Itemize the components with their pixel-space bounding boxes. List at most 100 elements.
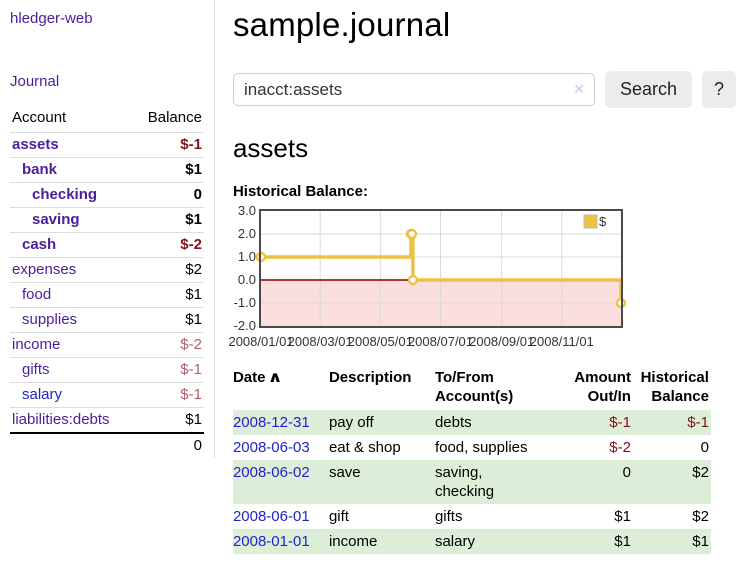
register-date-cell: 2008-01-01 (233, 529, 329, 554)
chart-ytick-label: -1.0 (234, 295, 256, 310)
register-table-body: 2008-12-31 pay off debts $-1 $-1 2008-06-03 ea… (232, 410, 711, 554)
sort-ascending-icon: ∧ (267, 369, 284, 386)
chart-ytick-label: 2.0 (238, 226, 256, 241)
chart-data-point (407, 274, 419, 286)
register-row: 2008-06-02 save saving, checking 0 $2 (232, 460, 711, 504)
account-link-bank[interactable]: bank (22, 161, 58, 178)
register-header-description: Description (328, 369, 412, 386)
search-input[interactable] (232, 73, 595, 106)
register-accounts-cell: food, supplies (434, 439, 528, 456)
register-balance-cell: $2 (692, 508, 709, 525)
account-balance: $-2 (132, 332, 204, 358)
register-balance-cell: 0 (700, 439, 709, 456)
transaction-date-link[interactable]: 2008-06-03 (232, 439, 310, 456)
account-row: expenses $2 (10, 257, 204, 283)
account-balance: $1 (132, 307, 204, 333)
register-description-cell: gift (328, 508, 349, 525)
account-name-cell: checking (10, 182, 133, 208)
account-balance: $2 (132, 257, 204, 283)
accounts-total-spacer (10, 432, 133, 458)
accounts-header-row: Account Balance (10, 106, 204, 133)
register-amount-cell: $-1 (609, 414, 631, 431)
historical-balance-chart: $3.0 2.0 1.0 0.0 -1.0 -2.02008/01/012008/03/0… (228, 203, 627, 349)
chart-xtick-label: 2008/05/01 (348, 334, 413, 349)
account-link-income[interactable]: income (12, 336, 61, 353)
register-date-cell: 2008-06-01 (233, 504, 329, 529)
chart-border (258, 209, 623, 328)
account-balance: 0 (132, 182, 204, 208)
register-balance-cell: $-1 (687, 414, 709, 431)
register-description-cell: eat & shop (328, 439, 401, 456)
account-link-food[interactable]: food (22, 286, 52, 303)
accounts-total-row: 0 (10, 432, 204, 458)
register-description-cell: save (328, 464, 361, 481)
transaction-date-link[interactable]: 2008-06-02 (232, 464, 310, 481)
register-balance-cell: $2 (692, 464, 709, 481)
account-row: cash $-2 (10, 232, 204, 258)
account-row: food $1 (10, 282, 204, 308)
app-layout: hledger-web Journal Account Balance asse… (0, 0, 742, 554)
account-name-cell: supplies (10, 307, 133, 333)
chart-legend-swatch (583, 214, 598, 229)
transaction-date-link[interactable]: 2008-01-01 (232, 533, 310, 550)
sidebar-item-journal[interactable]: Journal (10, 73, 60, 90)
register-header-balance: Historical Balance (640, 369, 709, 405)
chart-xtick-label: 2008/11/01 (530, 334, 594, 349)
account-row: liabilities:debts $1 (10, 407, 204, 433)
search-button[interactable]: Search (604, 71, 692, 108)
account-name-cell: assets (10, 132, 133, 158)
account-link-expenses[interactable]: expenses (12, 261, 77, 278)
account-name-cell: gifts (10, 357, 133, 383)
search-row: ✕ Search ? (232, 71, 736, 108)
chart-xtick-label: 2008/03/01 (288, 334, 353, 349)
account-name-cell: food (10, 282, 133, 308)
account-name-cell: cash (10, 232, 133, 258)
account-link-checking[interactable]: checking (32, 186, 98, 203)
transaction-date-link[interactable]: 2008-12-31 (232, 414, 310, 431)
accounts-header-account: Account (12, 109, 67, 126)
register-row: 2008-06-03 eat & shop food, supplies $-2 0 (233, 435, 711, 460)
register-table: Date ∧ Description To/From Account(s) Amo… (232, 366, 711, 554)
app-brand-link[interactable]: hledger-web (10, 10, 93, 27)
register-date-cell: 2008-12-31 (233, 410, 329, 435)
account-link-gifts[interactable]: gifts (22, 361, 50, 378)
register-accounts-cell: salary (434, 533, 475, 550)
sidebar: hledger-web Journal Account Balance asse… (0, 0, 215, 458)
account-link-saving[interactable]: saving (32, 211, 80, 228)
register-balance-cell: $1 (692, 533, 709, 550)
account-link-liabilities-debts[interactable]: liabilities:debts (12, 411, 110, 428)
account-name-cell: salary (10, 382, 133, 408)
account-name-cell: bank (10, 157, 133, 183)
register-description-cell: pay off (328, 414, 374, 431)
account-link-supplies[interactable]: supplies (22, 311, 78, 328)
account-balance: $1 (132, 207, 204, 233)
register-accounts-cell: debts (434, 414, 472, 431)
register-date-cell: 2008-06-03 (233, 435, 329, 460)
search-help-button[interactable]: ? (701, 71, 736, 108)
account-heading: assets (232, 133, 309, 163)
register-row: 2008-12-31 pay off debts $-1 $-1 (232, 410, 711, 435)
register-amount-cell: $1 (614, 508, 631, 525)
account-name-cell: saving (10, 207, 133, 233)
register-date-cell: 2008-06-02 (233, 460, 329, 504)
transaction-date-link[interactable]: 2008-06-01 (232, 508, 310, 525)
chart-xtick-label: 2008/09/01 (469, 334, 534, 349)
register-header-date[interactable]: Date ∧ (233, 366, 329, 410)
register-header-row: Date ∧ Description To/From Account(s) Amo… (233, 366, 711, 410)
account-name-cell: income (10, 332, 133, 358)
chart-ytick-label: 3.0 (238, 203, 256, 218)
account-balance: $1 (132, 157, 204, 183)
account-link-assets[interactable]: assets (12, 136, 59, 153)
accounts-table: Account Balance assets $-1 bank $1 checking 0… (10, 106, 204, 458)
clear-search-icon[interactable]: ✕ (573, 81, 585, 97)
account-link-cash[interactable]: cash (22, 236, 57, 253)
chart-data-point (406, 228, 418, 240)
main-content: sample.journal ✕ Search ? assets Histori… (215, 0, 742, 554)
register-amount-cell: 0 (622, 464, 631, 481)
account-row: salary $-1 (10, 382, 204, 408)
chart-legend-label: $ (599, 214, 607, 229)
account-link-salary[interactable]: salary (22, 386, 63, 403)
accounts-header-balance: Balance (147, 109, 202, 126)
register-row: 2008-01-01 income salary $1 $1 (232, 529, 711, 554)
account-balance: $-2 (132, 232, 204, 258)
